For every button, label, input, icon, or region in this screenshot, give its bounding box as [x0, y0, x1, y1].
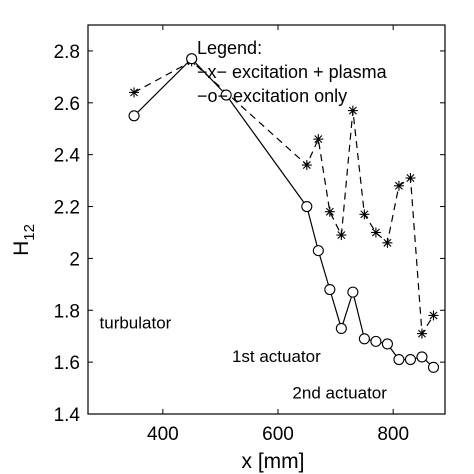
- data-point-asterisk: [347, 105, 358, 116]
- data-point-asterisk: [393, 180, 404, 191]
- annotations: turbulator 1st actuator 2nd actuator: [100, 313, 388, 402]
- data-point-circle: [404, 353, 417, 366]
- y-tick-label: 1.8: [54, 301, 80, 322]
- y-tick-label: 1.4: [54, 405, 81, 426]
- legend-entry-only: −o− excitation only: [197, 86, 347, 106]
- annotation-label: 2nd actuator: [292, 383, 387, 402]
- data-point-circle: [324, 283, 336, 296]
- y-tick-label: 2.4: [54, 146, 81, 167]
- legend: Legend: −x− excitation + plasma −o− exci…: [197, 38, 388, 106]
- data-point-asterisk: [370, 227, 381, 238]
- data-point-circle: [347, 286, 359, 298]
- data-point-circle: [301, 200, 313, 213]
- x-axis-title: x [mm]: [242, 450, 305, 473]
- legend-entry-plasma: −x− excitation + plasma: [197, 62, 388, 82]
- legend-title: Legend:: [197, 38, 262, 58]
- data-point-circle: [381, 338, 393, 350]
- y-tick-label: 2: [69, 249, 80, 270]
- y-tick-label: 2.2: [54, 198, 80, 219]
- x-tick-label: 800: [377, 424, 409, 445]
- x-tick-label: 400: [147, 424, 179, 445]
- data-point-circle: [393, 353, 405, 366]
- data-point-circle: [427, 361, 440, 373]
- data-point-asterisk: [301, 160, 312, 171]
- data-point-circle: [358, 333, 370, 345]
- data-point-circle: [335, 322, 347, 334]
- annotation-label: 1st actuator: [232, 347, 321, 366]
- y-axis-title-subscript: 12: [21, 224, 38, 241]
- data-point-circle: [128, 110, 140, 122]
- data-point-circle: [220, 89, 232, 101]
- annotation-label: turbulator: [100, 313, 172, 332]
- data-point-circle: [186, 53, 198, 65]
- data-point-circle: [312, 245, 324, 257]
- y-axis-title: H12: [10, 224, 38, 256]
- data-point-asterisk: [382, 237, 393, 248]
- data-point-circle: [370, 335, 382, 347]
- data-point-asterisk: [129, 87, 140, 98]
- x-tick-label: 600: [262, 424, 294, 445]
- plot-markers: [128, 53, 440, 373]
- data-point-asterisk: [324, 206, 335, 217]
- y-axis-title-main: H: [10, 241, 33, 256]
- data-point-asterisk: [405, 173, 416, 184]
- y-tick-label: 1.6: [54, 353, 80, 374]
- data-point-asterisk: [336, 230, 347, 241]
- y-ticks: 1.4 1.6 1.8 2 2.2 2.4 2.6 2.8: [54, 42, 445, 426]
- plot-frame: [87, 24, 446, 415]
- data-point-asterisk: [313, 134, 324, 145]
- y-tick-label: 2.6: [54, 94, 80, 115]
- data-point-asterisk: [359, 209, 370, 220]
- data-point-asterisk: [416, 328, 427, 339]
- x-ticks: 400 600 800: [147, 25, 409, 445]
- data-point-asterisk: [428, 310, 439, 321]
- data-point-circle: [416, 351, 428, 363]
- y-tick-label: 2.8: [54, 42, 80, 63]
